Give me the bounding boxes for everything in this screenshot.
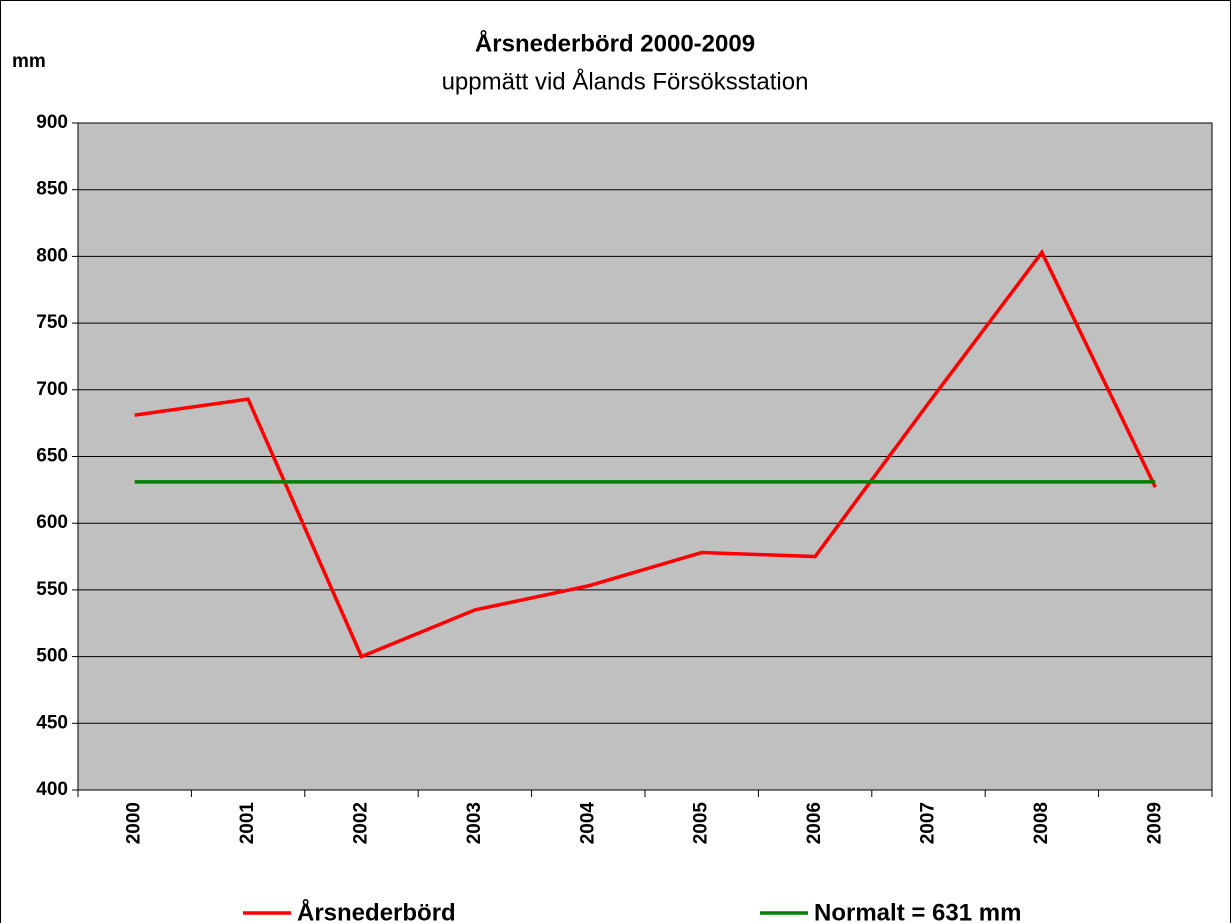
y-tick-label: 550: [36, 579, 68, 600]
y-axis-label: mm: [12, 51, 46, 72]
y-tick-label: 800: [36, 245, 68, 266]
x-tick-label: 2002: [351, 802, 372, 844]
legend-label: Normalt = 631 mm: [814, 899, 1021, 923]
y-tick-label: 900: [36, 112, 68, 133]
y-tick-label: 400: [36, 779, 68, 800]
x-tick-label: 2007: [918, 802, 939, 844]
series-line: [134, 249, 1157, 659]
x-tick-label: 2004: [577, 802, 598, 845]
y-tick-label: 600: [36, 512, 68, 533]
y-tick-label: 700: [36, 379, 68, 400]
chart-subtitle: uppmätt vid Ålands Försöksstation: [442, 67, 809, 95]
chart-title: Årsnederbörd 2000-2009: [475, 29, 755, 57]
y-tick-label: 500: [36, 646, 68, 667]
x-tick-label: 2006: [804, 802, 825, 844]
y-tick-label: 850: [36, 179, 68, 200]
y-tick-label: 750: [36, 312, 68, 333]
x-tick-label: 2003: [464, 802, 485, 844]
x-tick-label: 2009: [1144, 802, 1165, 844]
x-tick-label: 2008: [1031, 802, 1052, 844]
x-tick-label: 2000: [124, 802, 145, 844]
legend-label: Årsnederbörd: [297, 898, 456, 923]
x-tick-label: 2001: [237, 802, 258, 845]
x-tick-label: 2005: [691, 802, 712, 845]
y-tick-label: 450: [36, 712, 68, 733]
y-tick-label: 650: [36, 446, 68, 467]
